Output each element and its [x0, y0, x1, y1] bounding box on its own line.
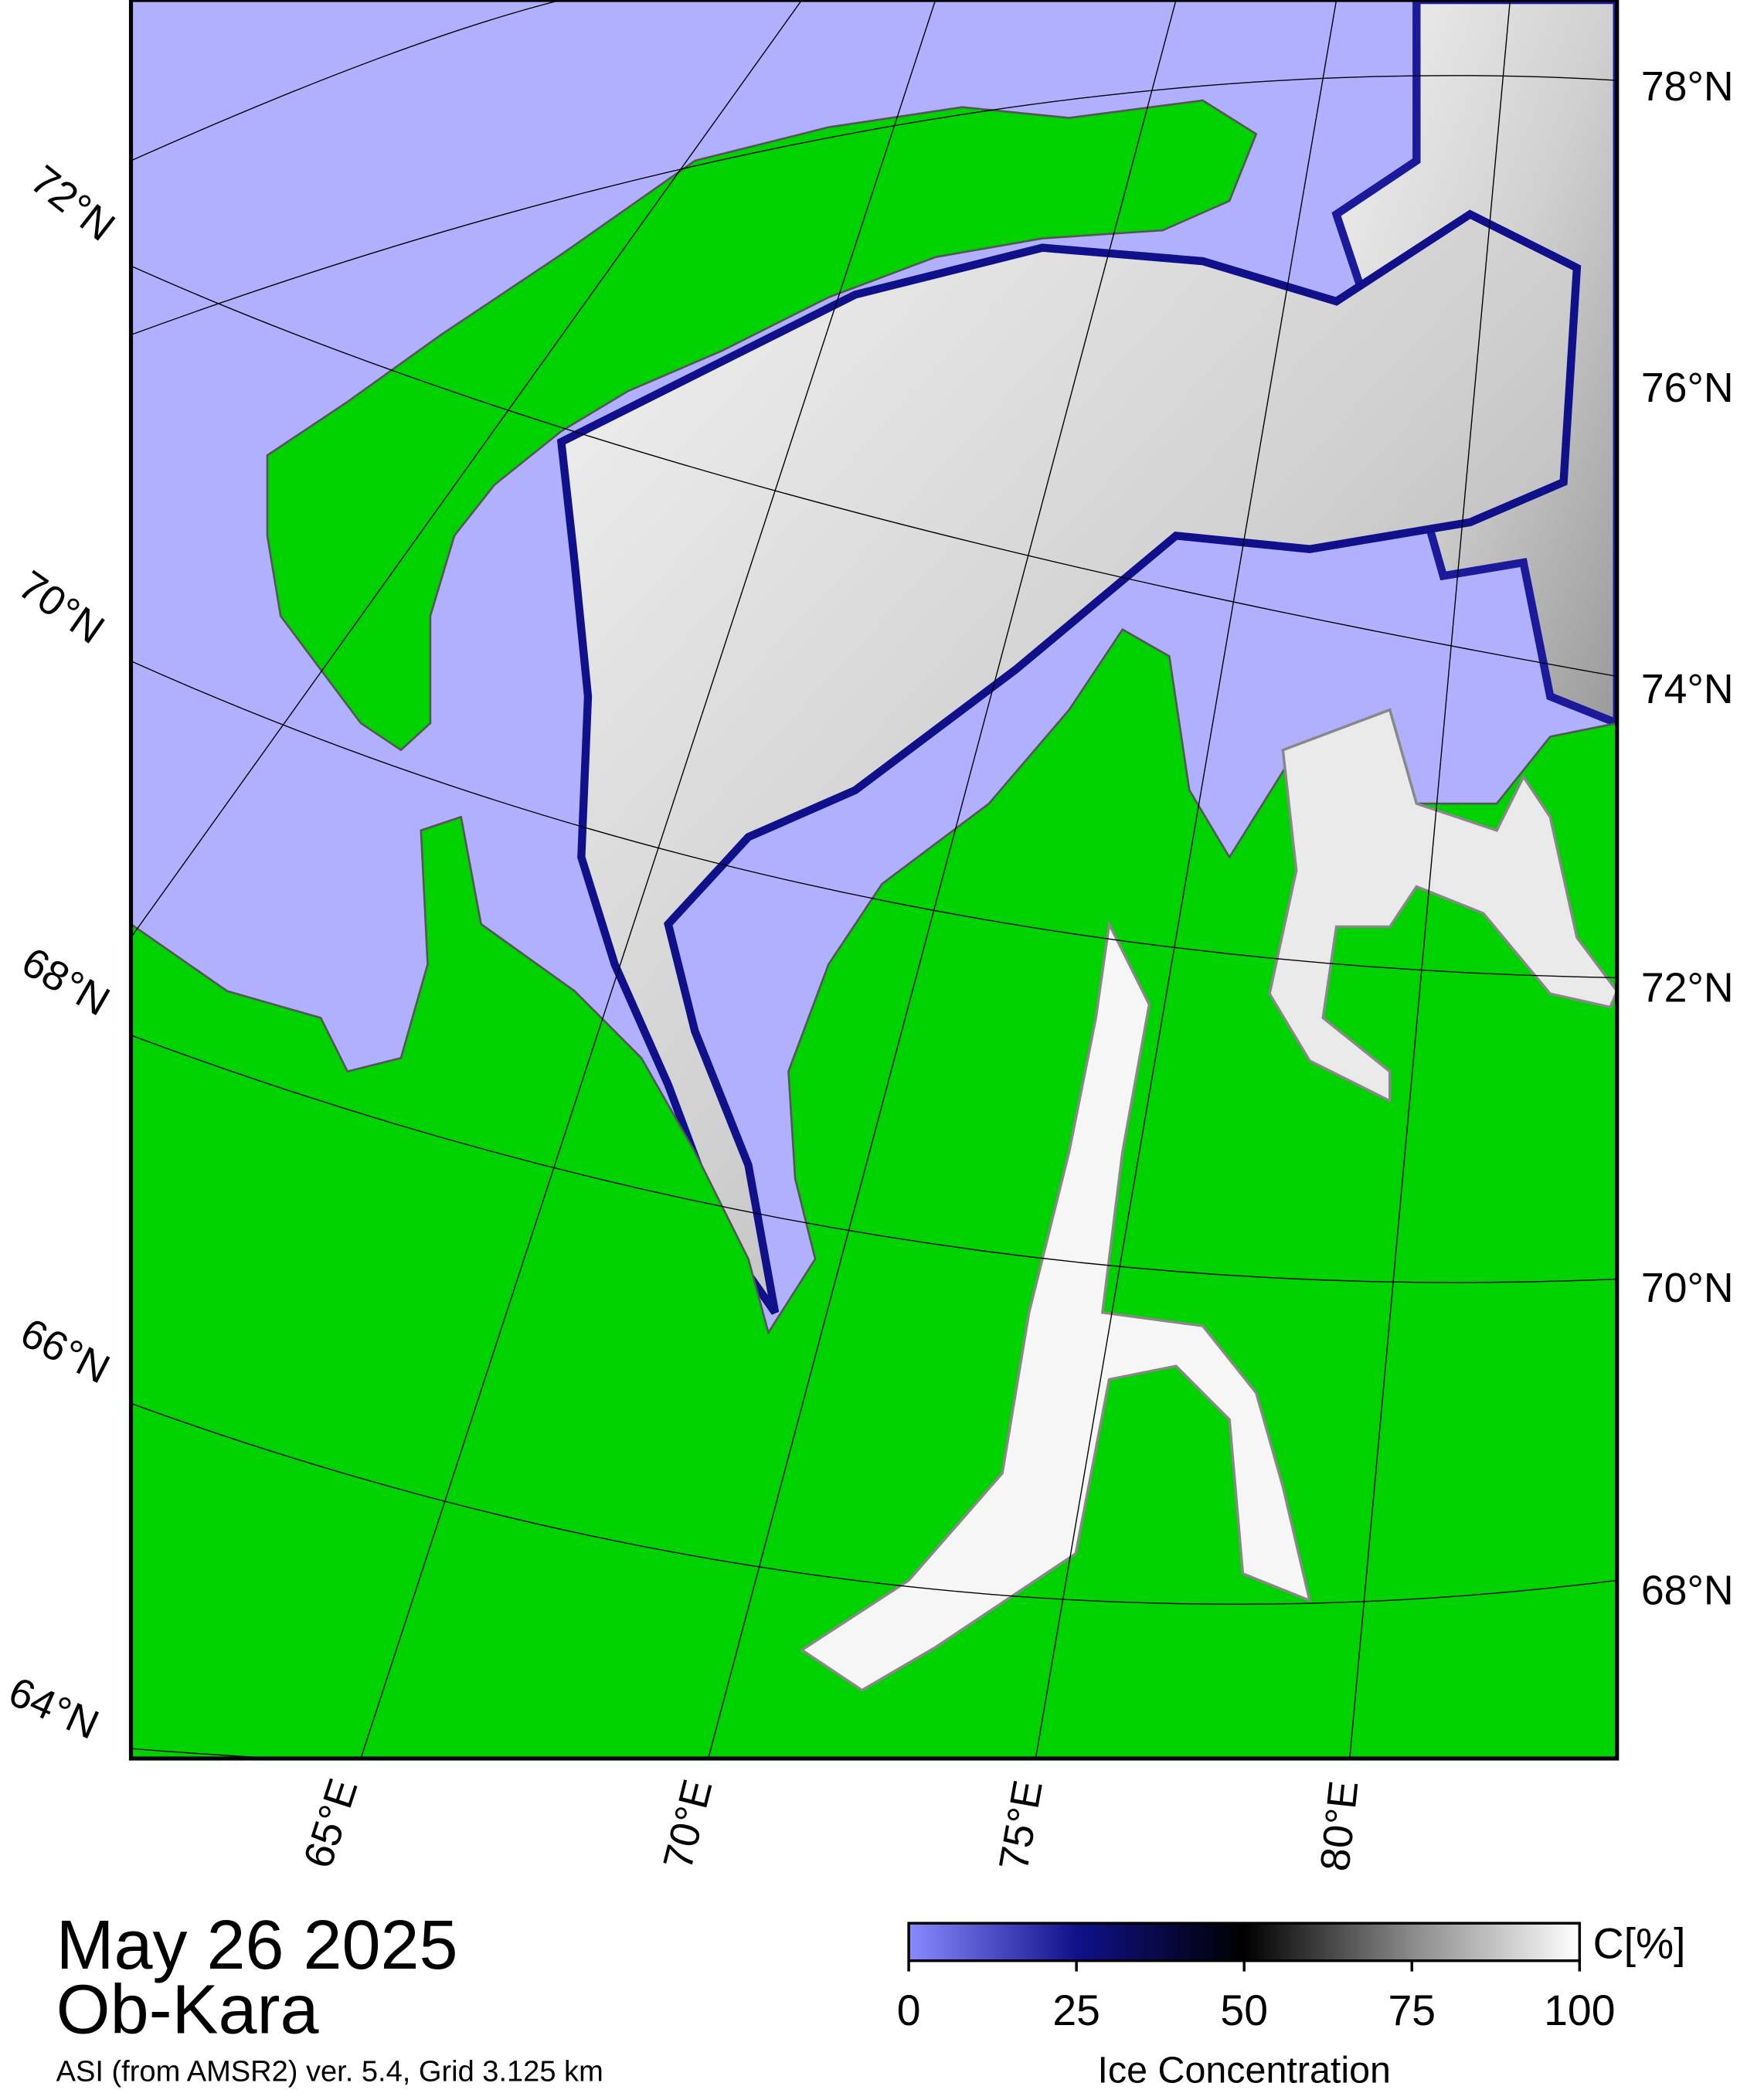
lat-label: 76°N	[1641, 365, 1734, 411]
lat-label: 72°N	[22, 157, 123, 250]
lat-label: 70°N	[1641, 1265, 1734, 1311]
lat-labels-left: 72°N 70°N 68°N 66°N 64°N	[2, 157, 124, 1748]
colorbar-tick-label: 75	[1388, 1986, 1436, 2034]
lat-label: 70°N	[10, 562, 112, 653]
colorbar-tick-label: 100	[1544, 1986, 1615, 2034]
lat-label: 72°N	[1641, 965, 1734, 1011]
colorbar-tick-label: 50	[1220, 1986, 1268, 2034]
map-area	[131, 0, 1617, 1758]
gydan-ice	[1268, 708, 1617, 1103]
lon-label: 65°E	[294, 1773, 366, 1874]
source: ASI (from AMSR2) ver. 5.4, Grid 3.125 km	[56, 2056, 603, 2088]
lon-label: 70°E	[654, 1775, 721, 1874]
lat-label: 78°N	[1641, 63, 1734, 110]
lat-label: 68°N	[14, 939, 117, 1025]
colorbar-tick-label: 25	[1052, 1986, 1100, 2034]
colorbar-unit: C[%]	[1593, 1919, 1686, 1967]
graticule	[131, 0, 1617, 1758]
date: May 26 2025	[56, 1906, 458, 1984]
lat-label: 68°N	[1641, 1568, 1734, 1614]
lat-label: 74°N	[1641, 666, 1734, 712]
lon-label: 75°E	[991, 1777, 1052, 1874]
colorbar-ramp	[907, 1922, 1582, 1962]
colorbar-label: Ice Concentration	[1097, 2049, 1390, 2091]
lon-labels: 65°E 70°E 75°E 80°E	[294, 1773, 1367, 1874]
map-frame	[128, 0, 1620, 1761]
ice-kara	[556, 209, 1582, 1315]
lat-label: 66°N	[13, 1310, 117, 1393]
colorbar: C[%] Ice Concentration 0 25 50 75 100	[897, 1919, 1686, 2091]
ob-gulf-ice	[799, 919, 1312, 1692]
lat-labels-right: 78°N 76°N 74°N 72°N 70°N 68°N	[1641, 63, 1734, 1614]
lat-label: 64°N	[2, 1668, 106, 1748]
colorbar-tick-label: 0	[897, 1986, 921, 2034]
region: Ob-Kara	[56, 1970, 320, 2048]
novaya-zemlya	[266, 99, 1258, 752]
lon-label: 80°E	[1312, 1779, 1368, 1874]
